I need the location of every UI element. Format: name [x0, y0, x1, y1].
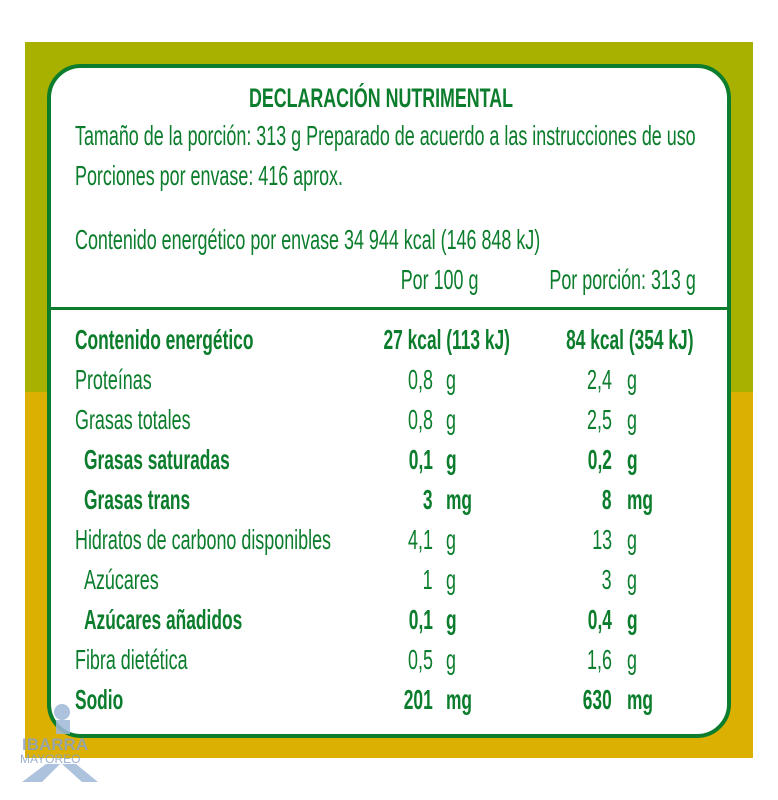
column-header-portion: Por porción: 313 g	[549, 264, 696, 295]
ibarra-mayoreo-watermark-logo: IBARRA MAYOREO	[20, 704, 98, 782]
nutrient-label: Sodio	[75, 684, 124, 715]
nutrient-per100-unit: g	[446, 644, 456, 675]
nutrient-per100-unit: g	[446, 444, 457, 475]
nutrient-portion-value: 2,4	[587, 364, 612, 395]
nutrient-portion-unit: mg	[627, 684, 654, 715]
nutrient-label: Hidratos de carbono disponibles	[75, 524, 332, 555]
nutrient-label: Azúcares añadidos	[84, 604, 243, 635]
nutrient-portion-unit: g	[627, 404, 637, 435]
nutrient-per100-value: 3	[423, 484, 433, 515]
nutrient-label: Fibra dietética	[75, 644, 188, 675]
nutrient-label: Proteínas	[75, 364, 152, 395]
nutrient-per100-unit: mg	[446, 684, 473, 715]
column-header-per100: Por 100 g	[400, 264, 478, 295]
nutrient-label: Grasas saturadas	[84, 444, 230, 475]
energy-per100: 27 kcal (113 kJ)	[383, 324, 510, 355]
nutrient-portion-unit: g	[627, 604, 638, 635]
nutrient-per100-value: 4,1	[408, 524, 433, 555]
nutrient-portion-value: 0,4	[587, 604, 612, 635]
nutrition-panel	[47, 64, 731, 738]
nutrient-per100-unit: g	[446, 364, 456, 395]
label-title: DECLARACIÓN NUTRIMENTAL	[249, 83, 513, 113]
nutrient-per100-unit: g	[446, 524, 456, 555]
nutrient-per100-unit: mg	[446, 484, 473, 515]
nutrient-portion-unit: g	[627, 364, 637, 395]
nutrient-label: Grasas totales	[75, 404, 191, 435]
divider	[51, 307, 727, 310]
energy-portion: 84 kcal (354 kJ)	[565, 324, 693, 355]
energy-per-package: Contenido energético por envase 34 944 k…	[75, 224, 541, 255]
nutrient-per100-value: 0,5	[408, 644, 433, 675]
nutrient-label: Azúcares	[84, 564, 159, 595]
energy-label: Contenido energético	[75, 324, 254, 355]
nutrient-per100-unit: g	[446, 564, 456, 595]
nutrient-portion-unit: g	[627, 524, 637, 555]
nutrient-per100-value: 0,1	[408, 604, 433, 635]
svg-text:MAYOREO: MAYOREO	[20, 752, 80, 766]
nutrient-portion-unit: g	[627, 644, 637, 675]
nutrient-portion-value: 630	[583, 684, 612, 715]
nutrient-per100-value: 0,8	[408, 364, 433, 395]
nutrient-portion-unit: mg	[627, 484, 654, 515]
nutrient-per100-unit: g	[446, 604, 457, 635]
nutrient-portion-value: 13	[592, 524, 612, 555]
nutrient-per100-unit: g	[446, 404, 456, 435]
nutrient-portion-value: 3	[602, 564, 612, 595]
nutrient-per100-value: 0,8	[408, 404, 433, 435]
servings-per-package: Porciones por envase: 416 aprox.	[75, 160, 343, 191]
nutrient-portion-unit: g	[627, 444, 638, 475]
nutrient-per100-value: 1	[423, 564, 433, 595]
nutrient-portion-value: 2,5	[587, 404, 612, 435]
nutrient-label: Grasas trans	[84, 484, 191, 515]
nutrient-portion-value: 1,6	[587, 644, 612, 675]
nutrient-portion-value: 0,2	[587, 444, 612, 475]
nutrient-portion-value: 8	[602, 484, 612, 515]
svg-text:IBARRA: IBARRA	[22, 735, 88, 754]
nutrient-portion-unit: g	[627, 564, 637, 595]
nutrient-per100-value: 201	[404, 684, 433, 715]
nutrient-per100-value: 0,1	[408, 444, 433, 475]
serving-size: Tamaño de la porción: 313 g Preparado de…	[75, 120, 696, 151]
